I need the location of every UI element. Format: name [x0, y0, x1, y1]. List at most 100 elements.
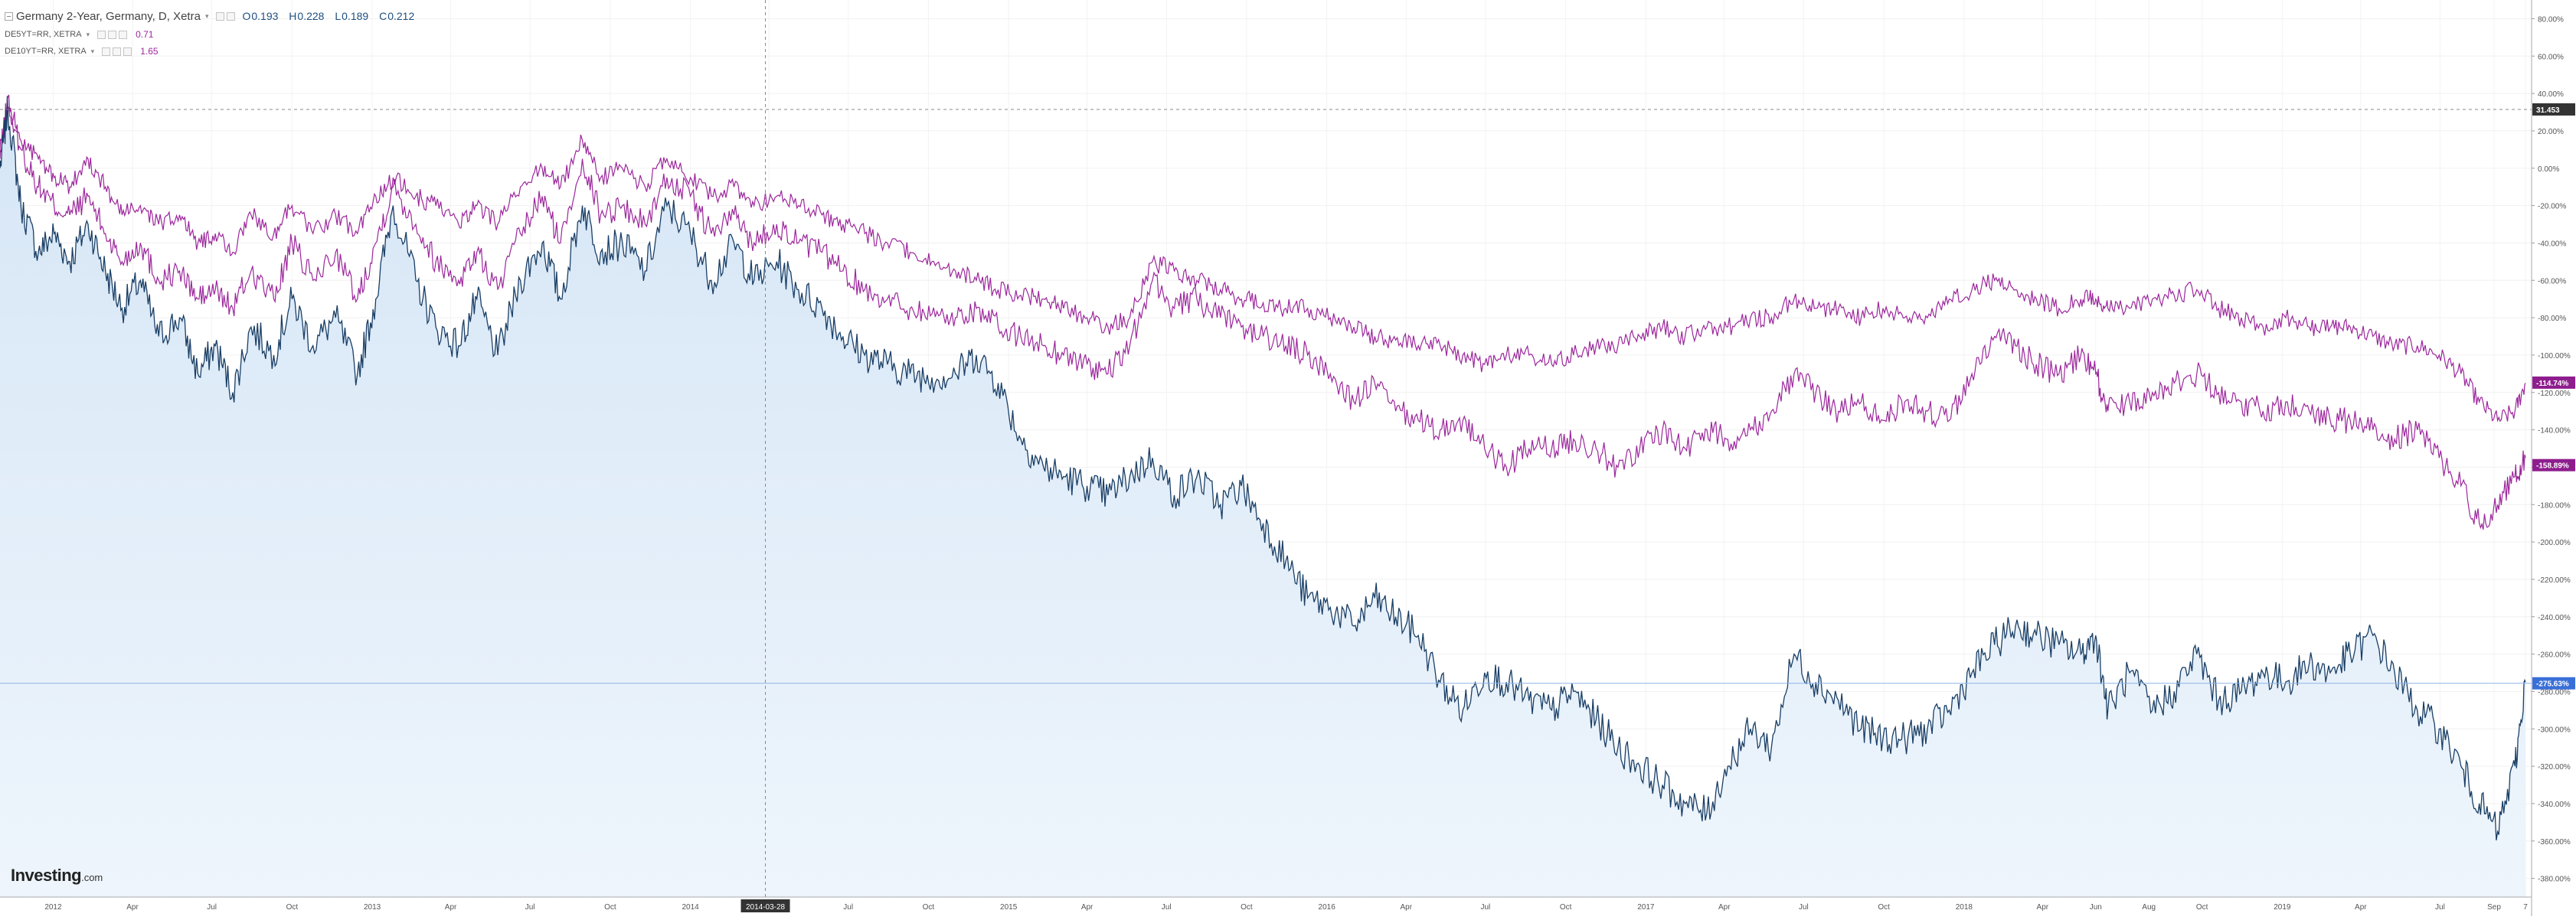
settings-icon[interactable] — [227, 11, 236, 21]
y-tick-label: -40.00% — [2538, 240, 2566, 248]
settings-icon[interactable] — [113, 47, 122, 56]
y-tick-label: 20.00% — [2538, 128, 2564, 136]
crosshair-price-badge: 31.453 — [2532, 103, 2575, 116]
x-tick-label: 2017 — [1637, 903, 1655, 912]
y-tick-label: -180.00% — [2538, 501, 2571, 510]
x-tick-label: Apr — [2355, 903, 2367, 912]
low-value: 0.189 — [342, 10, 369, 22]
x-tick-label: 7 — [2523, 903, 2528, 912]
x-tick-label: Oct — [604, 903, 616, 912]
close-icon[interactable] — [123, 47, 132, 56]
series-value: 0.71 — [136, 29, 154, 40]
x-tick-label: Apr — [445, 903, 457, 912]
series-value: 1.65 — [140, 46, 159, 57]
y-tick-label: -360.00% — [2538, 838, 2571, 847]
eye-icon[interactable] — [102, 47, 111, 56]
ohlc-values: O0.193 H0.228 L0.189 C0.212 — [242, 10, 415, 22]
x-tick-label: Oct — [923, 903, 935, 912]
x-tick-label: Apr — [1400, 903, 1412, 912]
high-value: 0.228 — [297, 10, 325, 22]
eye-icon[interactable] — [216, 11, 225, 21]
eye-icon[interactable] — [97, 30, 106, 39]
x-tick-label: Oct — [1560, 903, 1572, 912]
x-tick-label: Apr — [2037, 903, 2049, 912]
y-tick-label: -80.00% — [2538, 315, 2566, 323]
series-layer — [0, 94, 2526, 897]
legend-series-row: DE10YT=RR, XETRA ▾ 1.65 — [5, 43, 422, 60]
series-line-de10y[interactable] — [0, 106, 2526, 422]
x-tick-label: 2016 — [1319, 903, 1336, 912]
collapse-legend-button[interactable] — [5, 11, 13, 21]
x-tick-label: Aug — [2142, 903, 2156, 912]
investing-logo: Investing .com — [11, 866, 103, 885]
x-tick-label: 2019 — [2274, 903, 2291, 912]
x-tick-label: Oct — [286, 903, 299, 912]
svg-text:-158.89%: -158.89% — [2536, 462, 2569, 471]
x-tick-label: Apr — [1081, 903, 1093, 912]
x-tick-label: 2014 — [682, 903, 700, 912]
y-tick-label: -220.00% — [2538, 576, 2571, 585]
x-tick-label: Jul — [1799, 903, 1809, 912]
x-tick-label: Apr — [1718, 903, 1731, 912]
legend-series-row: DE5YT=RR, XETRA ▾ 0.71 — [5, 26, 422, 43]
series-line-germany-2y[interactable] — [0, 96, 2526, 840]
y-tick-label: -100.00% — [2538, 352, 2571, 360]
x-tick-label: Jul — [525, 903, 535, 912]
y-tick-label: -20.00% — [2538, 203, 2566, 211]
x-tick-label: Jul — [1162, 903, 1172, 912]
y-tick-label: 80.00% — [2538, 15, 2564, 24]
crosshair-date-badge: 2014-03-28 — [740, 899, 790, 912]
x-tick-label: 2018 — [1956, 903, 1973, 912]
last-value-badge-de10y: -114.74% — [2532, 376, 2575, 389]
y-tick-label: 0.00% — [2538, 165, 2559, 174]
open-value: 0.193 — [251, 10, 279, 22]
svg-text:-275.63%: -275.63% — [2536, 680, 2569, 689]
x-tick-label: 2013 — [364, 903, 381, 912]
y-tick-label: -340.00% — [2538, 801, 2571, 809]
close-value: 0.212 — [387, 10, 415, 22]
overlay-layer — [0, 0, 2532, 897]
series-name: DE5YT=RR, XETRA — [5, 30, 82, 39]
x-tick-label: 2012 — [44, 903, 62, 912]
svg-text:2014-03-28: 2014-03-28 — [746, 903, 786, 912]
y-tick-label: -280.00% — [2538, 688, 2571, 697]
chart-legend: Germany 2-Year, Germany, D, Xetra ▾ O0.1… — [5, 6, 422, 60]
settings-icon[interactable] — [108, 30, 117, 39]
x-tick-label: Oct — [1241, 903, 1253, 912]
y-tick-label: -200.00% — [2538, 539, 2571, 547]
close-icon[interactable] — [119, 30, 128, 39]
y-tick-label: -120.00% — [2538, 390, 2571, 398]
y-tick-label: -320.00% — [2538, 763, 2571, 772]
x-tick-label: Jul — [843, 903, 853, 912]
chevron-down-icon[interactable]: ▾ — [204, 11, 209, 20]
chevron-down-icon[interactable]: ▾ — [86, 30, 90, 38]
x-tick-label: Sep — [2487, 903, 2501, 912]
y-tick-label: -140.00% — [2538, 427, 2571, 436]
last-value-badge-de5y: -158.89% — [2532, 458, 2575, 471]
last-value-badge-germany-2y: -275.63% — [2532, 677, 2575, 690]
x-tick-label: Oct — [2196, 903, 2208, 912]
y-tick-label: 40.00% — [2538, 90, 2564, 99]
series-area-germany-2y — [0, 96, 2525, 897]
y-tick-label: -380.00% — [2538, 876, 2571, 884]
symbol-title: Germany 2-Year, Germany, D, Xetra — [16, 9, 201, 23]
y-tick-label: -260.00% — [2538, 651, 2571, 660]
y-tick-label: 60.00% — [2538, 53, 2564, 61]
x-tick-label: Jul — [207, 903, 217, 912]
legend-main-row: Germany 2-Year, Germany, D, Xetra ▾ O0.1… — [5, 6, 422, 26]
x-tick-label: Jul — [1480, 903, 1490, 912]
x-tick-label: Oct — [1878, 903, 1890, 912]
svg-text:31.453: 31.453 — [2536, 106, 2560, 115]
series-name: DE10YT=RR, XETRA — [5, 47, 87, 56]
x-tick-label: Apr — [126, 903, 139, 912]
y-tick-label: -240.00% — [2538, 614, 2571, 622]
y-tick-label: -60.00% — [2538, 277, 2566, 285]
x-tick-label: Jun — [2090, 903, 2102, 912]
series-line-de5y[interactable] — [0, 94, 2526, 530]
chevron-down-icon[interactable]: ▾ — [90, 47, 95, 55]
y-tick-label: -300.00% — [2538, 726, 2571, 734]
svg-text:-114.74%: -114.74% — [2536, 380, 2568, 388]
